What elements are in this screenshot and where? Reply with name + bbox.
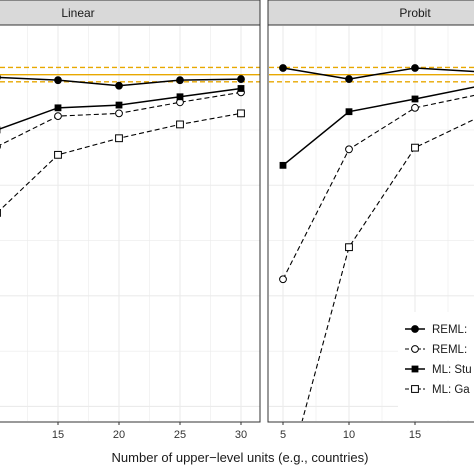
- data-point-linear-3-2: [115, 134, 123, 143]
- series-line-probit-2: [282, 86, 474, 166]
- x-tick-label-linear: 25: [174, 429, 186, 441]
- series-group-linear: [0, 74, 245, 217]
- data-point-probit-1-2: [411, 103, 419, 112]
- x-tick-label-probit: 5: [280, 429, 286, 441]
- data-point-linear-2-4: [237, 85, 245, 92]
- data-point-probit-0-2: [411, 64, 419, 72]
- x-tick-label-linear: 30: [235, 429, 247, 441]
- legend-label-1: REML:: [432, 344, 467, 356]
- x-axis-title: Number of upper−level units (e.g., count…: [112, 450, 369, 465]
- data-point-linear-3-4: [237, 109, 245, 118]
- data-point-linear-3-1: [54, 150, 62, 159]
- x-tick-label-probit: 10: [343, 429, 355, 441]
- legend-label-0: REML:: [432, 324, 467, 336]
- data-point-linear-0-4: [237, 75, 245, 83]
- strip-probit-background: [267, 0, 474, 26]
- series-group-probit: [279, 64, 474, 421]
- legend-marker-2: [411, 365, 419, 373]
- x-tick-label-linear: 15: [52, 429, 64, 441]
- strip-linear-background: [0, 0, 261, 26]
- data-point-probit-0-0: [279, 64, 287, 72]
- legend-marker-3: [411, 385, 419, 393]
- data-point-linear-2-1: [54, 104, 62, 112]
- data-point-linear-1-1: [54, 112, 62, 121]
- data-point-probit-2-2: [411, 95, 419, 103]
- data-point-linear-0-3: [176, 76, 184, 85]
- data-point-probit-0-1: [345, 75, 353, 83]
- data-point-probit-3-1: [345, 243, 353, 252]
- legend-label-3: ML: Ga: [432, 384, 470, 396]
- legend-marker-0: [411, 325, 419, 333]
- data-point-linear-3-3: [176, 120, 184, 129]
- data-point-probit-2-0: [279, 161, 287, 169]
- x-tick-label-linear: 20: [113, 429, 125, 441]
- legend-box: [398, 312, 474, 420]
- data-point-probit-3-2: [411, 143, 419, 152]
- legend-label-2: ML: Stu: [432, 364, 472, 376]
- x-tick-label-probit: 15: [409, 429, 421, 441]
- data-point-linear-2-3: [176, 93, 184, 101]
- data-point-linear-2-2: [115, 101, 123, 109]
- series-line-probit-0: [282, 67, 474, 80]
- data-point-probit-2-1: [345, 108, 353, 116]
- strip-linear-label: Linear: [61, 6, 94, 20]
- data-point-linear-1-2: [115, 109, 123, 118]
- legend-marker-1: [411, 345, 419, 353]
- series-line-probit-3: [301, 118, 474, 421]
- series-line-probit-1: [282, 94, 474, 280]
- data-point-linear-0-2: [115, 81, 123, 90]
- data-point-linear-0-1: [54, 76, 62, 85]
- data-point-probit-1-0: [279, 275, 287, 284]
- strip-probit-label: Probit: [399, 6, 431, 20]
- data-point-probit-1-1: [345, 145, 353, 154]
